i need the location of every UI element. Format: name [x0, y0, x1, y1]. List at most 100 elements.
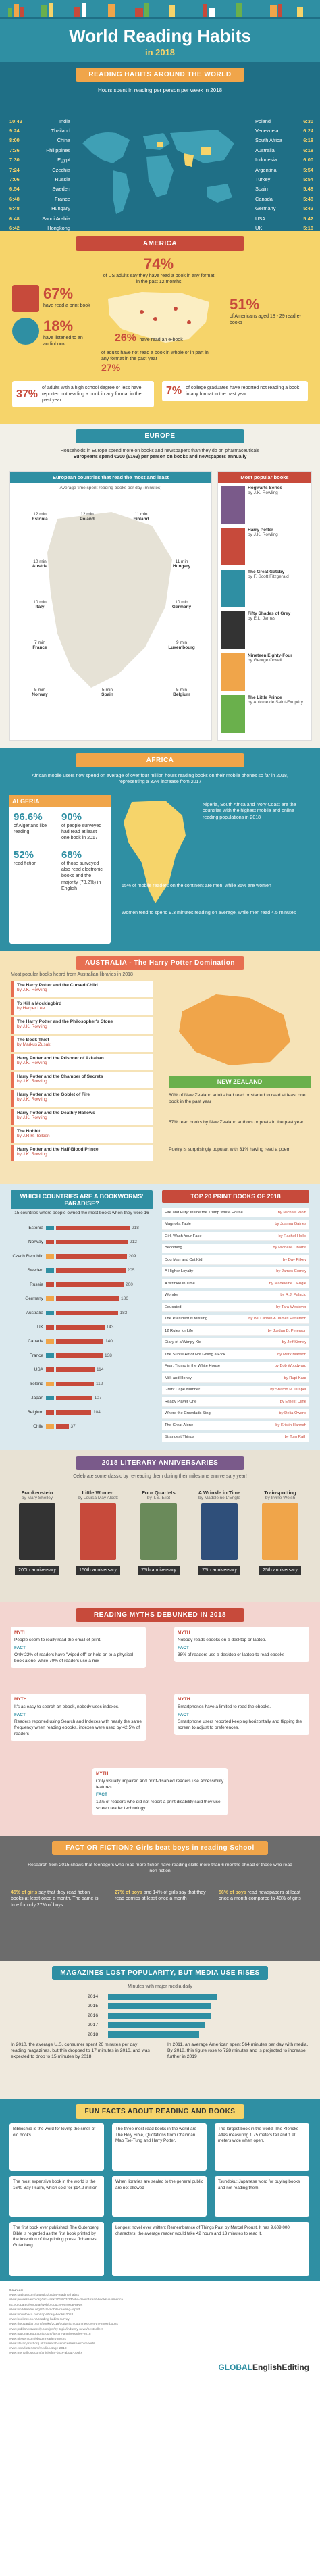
- bar: [56, 1382, 94, 1386]
- bar-label: Estonia: [28, 1226, 43, 1230]
- flag-icon: [46, 1410, 54, 1415]
- bar-row: Russia 200: [11, 1281, 133, 1288]
- book-title: Where the Crawdads Sing: [165, 1411, 211, 1415]
- brand-logo[interactable]: GLOBALEnglishEditing: [218, 2363, 309, 2372]
- book-author: by Madeleine L'Engle: [269, 1281, 306, 1286]
- europe-intro: Households in Europe spend more on books…: [60, 449, 260, 453]
- source-link[interactable]: www.nielsen.com/ebook-readers-myths: [9, 2337, 66, 2341]
- source-link[interactable]: www.emarketer.com/media-usage-2018: [9, 2347, 67, 2351]
- source-link[interactable]: www.nationalgeographic.com/literary-anni…: [9, 2332, 91, 2336]
- list-item: 7:24 Czechia: [9, 166, 70, 173]
- list-item: Harry Potter and the Half-Blood Prince by…: [11, 1145, 153, 1161]
- book-author: by Mark Manson: [277, 1352, 306, 1357]
- magazines-section: MAGAZINES LOST POPULARITY, BUT MEDIA USE…: [0, 1961, 320, 2099]
- list-item: Strangest Things by Tom Rath: [162, 1432, 309, 1442]
- list-item: Harry Potter and the Deathly Hallows by J…: [11, 1109, 153, 1125]
- list-item: Poland 6:30: [255, 118, 313, 124]
- section-banner: WHICH COUNTRIES ARE A BOOKWORMS' PARADIS…: [11, 1190, 153, 1209]
- book-author: by Ernest Cline: [279, 1399, 306, 1404]
- list-item: 7:06 Russia: [9, 176, 70, 183]
- source-link[interactable]: www.booknet.co.nz/reading-habits-survey: [9, 2318, 70, 2322]
- list-item: Milk and Honey by Rupi Kaur: [162, 1373, 309, 1383]
- book-author: by Dav Pilkey: [282, 1257, 306, 1262]
- book-author: by James Comey: [276, 1269, 306, 1273]
- country-stat: 10 min Italy: [33, 600, 47, 609]
- bar: [56, 1254, 127, 1259]
- bar-value: 143: [106, 1325, 114, 1330]
- source-link[interactable]: www.theguardian.com/books/2018/oct/which…: [9, 2323, 118, 2327]
- africa-nigeria: Nigeria, South Africa and Ivory Coast ar…: [203, 803, 296, 820]
- bar-label: 2016: [88, 2013, 99, 2018]
- myth-card: MYTH Nobody reads ebooks on a desktop or …: [174, 1627, 309, 1663]
- bar-label: 2015: [88, 2003, 99, 2009]
- bar: [108, 2021, 205, 2028]
- list-item: The Book Thief by Markus Zusak: [11, 1036, 153, 1052]
- section-banner: READING MYTHS DEBUNKED IN 2018: [76, 1608, 244, 1622]
- list-item: Wonder by R.J. Palacio: [162, 1290, 309, 1300]
- stat-row: 52% read fiction 68% of those surveyed als…: [14, 849, 103, 891]
- flag-icon: [46, 1268, 54, 1273]
- country-stat: 12 min Poland: [80, 512, 95, 522]
- popular-books-box: Most popular books Hogwarts Series by J.K…: [217, 471, 312, 741]
- bar-row: USA 114: [11, 1366, 103, 1373]
- list-item: Diary of a Wimpy Kid by Jeff Kinney: [162, 1338, 309, 1348]
- list-item: UK 5:18: [255, 224, 313, 231]
- bar-row: 2018: [88, 2029, 199, 2039]
- source-link[interactable]: ec.europa.eu/eurostat/web/products-euros…: [9, 2303, 83, 2307]
- bar: [56, 1282, 124, 1287]
- box-title: ALGERIA: [9, 795, 111, 807]
- flag-icon: [46, 1254, 54, 1259]
- africa-map-icon: [124, 801, 186, 903]
- habits-right-list: Poland 6:30 Venezuela 6:24 South Africa 6:1…: [255, 116, 313, 231]
- book-title: 12 Rules for Life: [165, 1328, 194, 1333]
- book-cover-icon: [221, 695, 245, 733]
- bar-value: 138: [105, 1353, 112, 1358]
- source-link[interactable]: www.literacytrust.org.uk/research-servic…: [9, 2342, 95, 2346]
- list-item: Where the Crawdads Sing by Delia Owens: [162, 1409, 309, 1419]
- section-banner: FUN FACTS ABOUT READING AND BOOKS: [76, 2104, 244, 2119]
- fun-fact-card: Longest novel ever written: Remembrance …: [112, 2222, 309, 2276]
- book-author: by Rachel Hollis: [278, 1234, 306, 1238]
- bar-label: France: [29, 1353, 43, 1358]
- book-title: The Great Alone: [165, 1423, 194, 1428]
- bar-value: 104: [93, 1410, 101, 1415]
- anniversaries-section: 2018 LITERARY ANNIVERSARIES Celebrate so…: [0, 1450, 320, 1602]
- bar-value: 112: [96, 1382, 103, 1386]
- stat-block: 67% have read a print book: [43, 285, 90, 308]
- europe-intro-2: Europeans spend €200 (£163) per person o…: [73, 455, 247, 459]
- list-item: The President is Missing by Bill Clinton …: [162, 1314, 309, 1324]
- bar-row: Japan 107: [11, 1394, 101, 1402]
- bar-row: Estonia 218: [11, 1224, 139, 1232]
- source-link[interactable]: www.bibliotheca.com/top-library-books-20…: [9, 2313, 74, 2317]
- list-item: Harry Potter and the Prisoner of Azkaban…: [11, 1054, 153, 1070]
- anniversary-item: A Wrinkle in Time by Madeleine L'Engle 75t…: [192, 1490, 247, 1575]
- europe-box: European countries that read the most an…: [9, 471, 212, 741]
- source-link[interactable]: www.pewresearch.org/fact-tank/2018/03/23…: [9, 2298, 123, 2302]
- section-banner: READING HABITS AROUND THE WORLD: [76, 68, 244, 82]
- list-item: The Subtle Art of Not Giving a F*ck by Ma…: [162, 1350, 309, 1359]
- source-link[interactable]: www.worldreader.org/2018-mobile-reading-…: [9, 2308, 80, 2312]
- bar-value: 212: [130, 1240, 137, 1244]
- myth-card: MYTH It's as easy to search an ebook, nob…: [11, 1694, 146, 1741]
- list-item: South Africa 6:18: [255, 137, 313, 144]
- nz-stat: 80% of New Zealand adults had read or st…: [169, 1093, 306, 1105]
- list-item: The Harry Potter and the Philosopher's S…: [11, 1017, 153, 1034]
- bookworm-section: WHICH COUNTRIES ARE A BOOKWORMS' PARADIS…: [0, 1184, 320, 1450]
- bar-value: 140: [105, 1339, 113, 1344]
- bar-label: 2018: [88, 2031, 99, 2037]
- book-title: A Wrinkle in Time: [165, 1281, 195, 1286]
- book-title: Fire and Fury: Inside the Trump White Ho…: [165, 1210, 243, 1215]
- bar-value: 200: [126, 1282, 133, 1287]
- book-author: by Jordan B. Peterson: [267, 1328, 306, 1333]
- source-link[interactable]: www.statista.com/statistics/global-readi…: [9, 2294, 79, 2298]
- bar: [56, 1353, 103, 1358]
- country-stat: 11 min Hungary: [172, 559, 191, 569]
- list-item: Magnolia Table by Joanna Gaines: [162, 1219, 309, 1230]
- flag-icon: [46, 1339, 54, 1344]
- source-link[interactable]: www.publishersweekly.com/pw/by-topic/ind…: [9, 2327, 103, 2331]
- bar-row: Chile 37: [11, 1423, 76, 1430]
- bar-label: Norway: [28, 1240, 43, 1244]
- source-link[interactable]: www.mentalfloss.com/article/fun-facts-ab…: [9, 2352, 82, 2356]
- flag-icon: [46, 1325, 54, 1330]
- anniversary-item: Trainspotting by Irvine Welsh 25th anniver…: [252, 1490, 308, 1575]
